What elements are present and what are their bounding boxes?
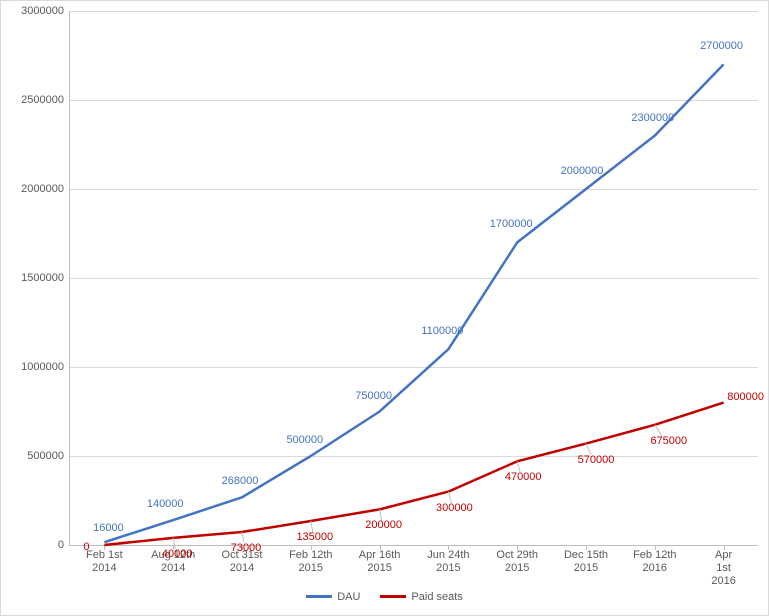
y-tick-label: 3000000 (21, 5, 70, 17)
y-tick-label: 1000000 (21, 361, 70, 373)
data-label: 750000 (355, 390, 392, 402)
y-tick-label: 0 (58, 539, 70, 551)
x-tick-label: Dec 15th2015 (564, 545, 608, 575)
y-tick-label: 1500000 (21, 272, 70, 284)
data-label: 140000 (147, 498, 184, 510)
data-label: 1700000 (490, 218, 533, 230)
data-label: 73000 (231, 542, 262, 554)
data-label: 300000 (436, 502, 473, 514)
x-tick-label: Apr 16th2015 (359, 545, 401, 575)
legend-item: DAU (306, 591, 360, 603)
leader-layer (70, 11, 758, 545)
data-label: 675000 (650, 435, 687, 447)
legend-label: DAU (337, 591, 360, 603)
data-label: 2300000 (631, 112, 674, 124)
data-label: 2700000 (700, 40, 743, 52)
data-label: 40000 (162, 548, 193, 560)
legend-item: Paid seats (380, 591, 462, 603)
data-label: 16000 (93, 522, 124, 534)
y-tick-label: 2500000 (21, 94, 70, 106)
chart-container: 0500000100000015000002000000250000030000… (0, 0, 769, 616)
legend-swatch (380, 595, 406, 598)
x-tick-label: Apr 1st2016 (706, 545, 740, 589)
x-tick-label: Feb 1st2014 (86, 545, 123, 575)
data-label: 470000 (505, 471, 542, 483)
x-tick-label: Oct 29th2015 (496, 545, 538, 575)
data-label: 268000 (222, 475, 259, 487)
x-tick-label: Feb 12th2016 (633, 545, 676, 575)
data-label: 800000 (727, 391, 764, 403)
x-tick-label: Feb 12th2015 (289, 545, 332, 575)
data-label: 0 (83, 541, 89, 553)
data-label: 570000 (578, 454, 615, 466)
x-tick-label: Jun 24th2015 (427, 545, 469, 575)
y-tick-label: 500000 (27, 450, 70, 462)
data-label: 500000 (286, 434, 323, 446)
legend-swatch (306, 595, 332, 598)
legend: DAU Paid seats (1, 589, 768, 603)
y-tick-label: 2000000 (21, 183, 70, 195)
plot-area: 0500000100000015000002000000250000030000… (69, 11, 758, 546)
data-label: 2000000 (561, 165, 604, 177)
data-label: 200000 (365, 519, 402, 531)
legend-label: Paid seats (411, 591, 462, 603)
data-label: 135000 (296, 531, 333, 543)
data-label: 1100000 (421, 325, 463, 337)
